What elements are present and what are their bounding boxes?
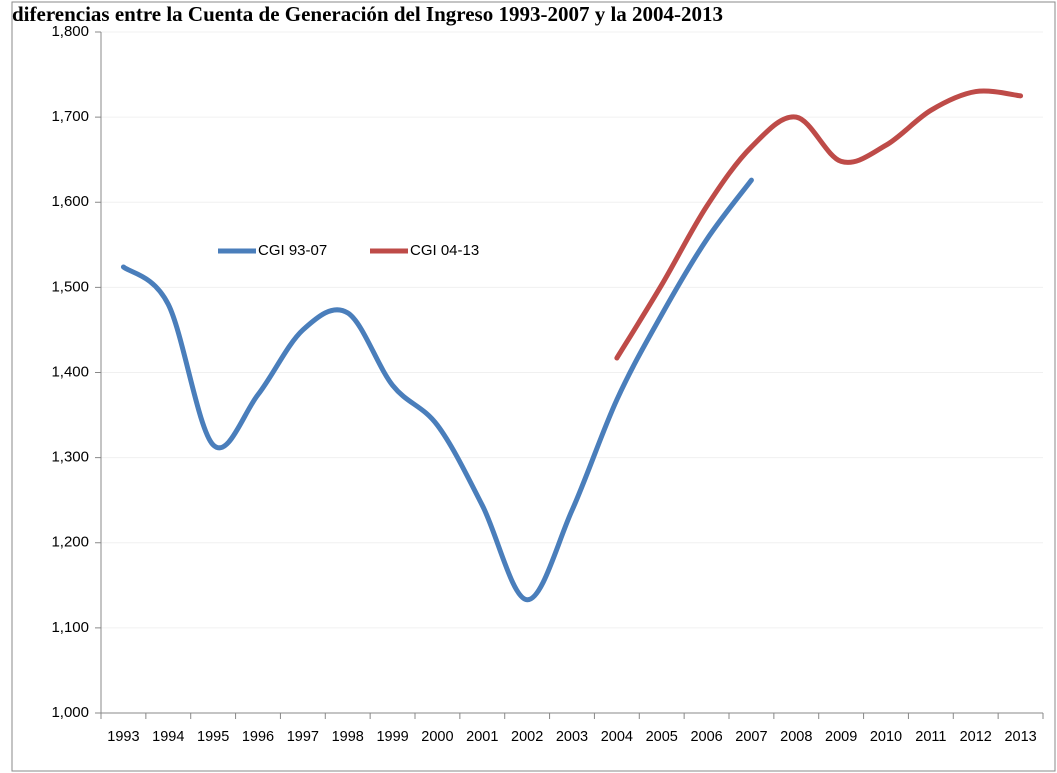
x-tick-label: 2010 <box>870 729 902 745</box>
y-tick-label: 1,300 <box>51 449 89 466</box>
x-tick-label: 2013 <box>1004 729 1036 745</box>
y-tick-label: 1,700 <box>51 108 89 125</box>
x-tick-label: 1996 <box>242 729 274 745</box>
x-tick-label: 2000 <box>421 729 453 745</box>
y-tick-label: 1,200 <box>51 534 89 551</box>
x-tick-label: 2006 <box>690 729 722 745</box>
x-tick-label: 2003 <box>556 729 588 745</box>
x-tick-label: 2011 <box>915 729 946 745</box>
x-tick-label: 1995 <box>197 729 229 745</box>
line <box>120 177 754 603</box>
y-tick-label: 1,100 <box>51 619 89 636</box>
y-tick-label: 1,400 <box>51 363 89 380</box>
y-tick-label: 1,000 <box>51 704 89 721</box>
x-tick-label: 2005 <box>646 729 678 745</box>
chart-title: diferencias entre la Cuenta de Generació… <box>12 2 723 26</box>
legend-label: CGI 93-07 <box>258 242 327 259</box>
y-tick-label: 1,800 <box>51 23 89 40</box>
x-tick-label: 2012 <box>960 729 992 745</box>
x-tick-label: 1999 <box>376 729 408 745</box>
x-tick-label: 1993 <box>107 729 139 745</box>
line <box>614 88 1024 361</box>
legend-label: CGI 04-13 <box>410 242 479 259</box>
x-tick-label: 2009 <box>825 729 857 745</box>
x-tick-label: 1997 <box>287 729 319 745</box>
x-tick-label: 2004 <box>601 729 633 745</box>
x-tick-label: 1994 <box>152 729 184 745</box>
x-tick-label: 2008 <box>780 729 812 745</box>
x-tick-label: 2007 <box>735 729 767 745</box>
x-tick-label: 2001 <box>466 729 498 745</box>
x-tick-label: 2002 <box>511 729 543 745</box>
x-tick-label: 1998 <box>332 729 364 745</box>
y-tick-label: 1,500 <box>51 278 89 295</box>
chart-border <box>11 1 1056 772</box>
y-tick-label: 1,600 <box>51 193 89 210</box>
